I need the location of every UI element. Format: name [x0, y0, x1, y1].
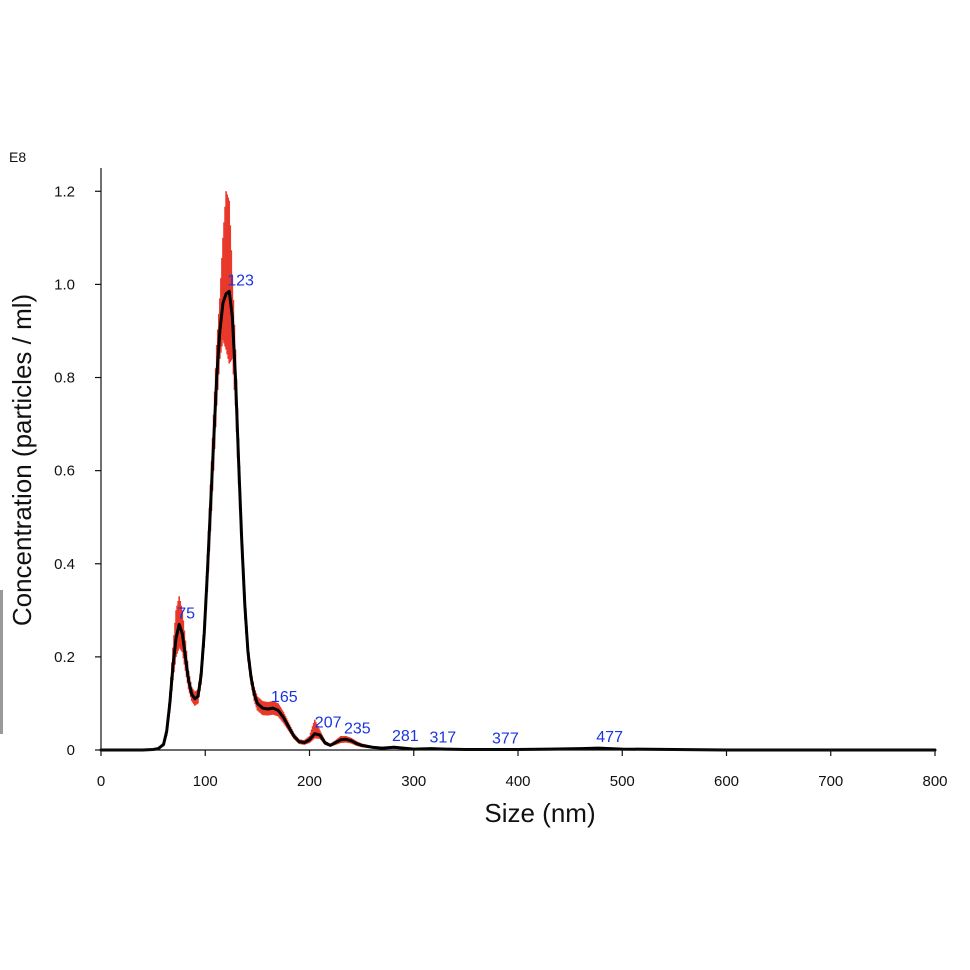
peak-label: 123 [227, 272, 254, 289]
y-tick-label: 0.2 [54, 649, 75, 666]
mean-curve [99, 289, 937, 752]
peak-label: 281 [392, 728, 419, 745]
y-tick-label: 0.6 [54, 463, 75, 480]
mean-curve-layer [99, 289, 937, 752]
x-tick-label: 700 [818, 773, 843, 790]
x-ticks: 0 100 200 300 400 500 600 700 800 [97, 750, 948, 790]
y-tick-label: 0.8 [54, 370, 75, 387]
peak-label: 477 [596, 729, 623, 746]
left-edge-bar [0, 590, 3, 734]
y-tick-label: 1.0 [54, 276, 75, 293]
peak-label: 317 [429, 730, 456, 747]
y-axis-title: Concentration (particles / ml) [7, 294, 37, 626]
x-tick-label: 600 [714, 773, 739, 790]
y-ticks: 0 0.2 0.4 0.6 0.8 1.0 1.2 [54, 183, 101, 759]
x-tick-label: 500 [610, 773, 635, 790]
y-exponent-label: E8 [9, 149, 26, 165]
x-tick-label: 100 [193, 773, 218, 790]
x-tick-label: 400 [505, 773, 530, 790]
error-band [152, 191, 436, 750]
y-tick-label: 0.4 [54, 556, 75, 573]
x-tick-label: 800 [922, 773, 947, 790]
peak-label: 207 [315, 715, 342, 732]
peak-label: 75 [177, 605, 195, 622]
peak-label: 235 [344, 720, 371, 737]
y-tick-label: 0 [67, 742, 75, 759]
peak-labels: 75 123 165 207 235 281 317 377 477 [177, 272, 623, 747]
x-axis-title: Size (nm) [484, 798, 595, 828]
x-tick-label: 0 [97, 773, 105, 790]
y-tick-label: 1.2 [54, 183, 75, 200]
x-tick-label: 300 [401, 773, 426, 790]
peak-label: 165 [271, 689, 298, 706]
peak-label: 377 [492, 731, 519, 748]
x-tick-label: 200 [297, 773, 322, 790]
